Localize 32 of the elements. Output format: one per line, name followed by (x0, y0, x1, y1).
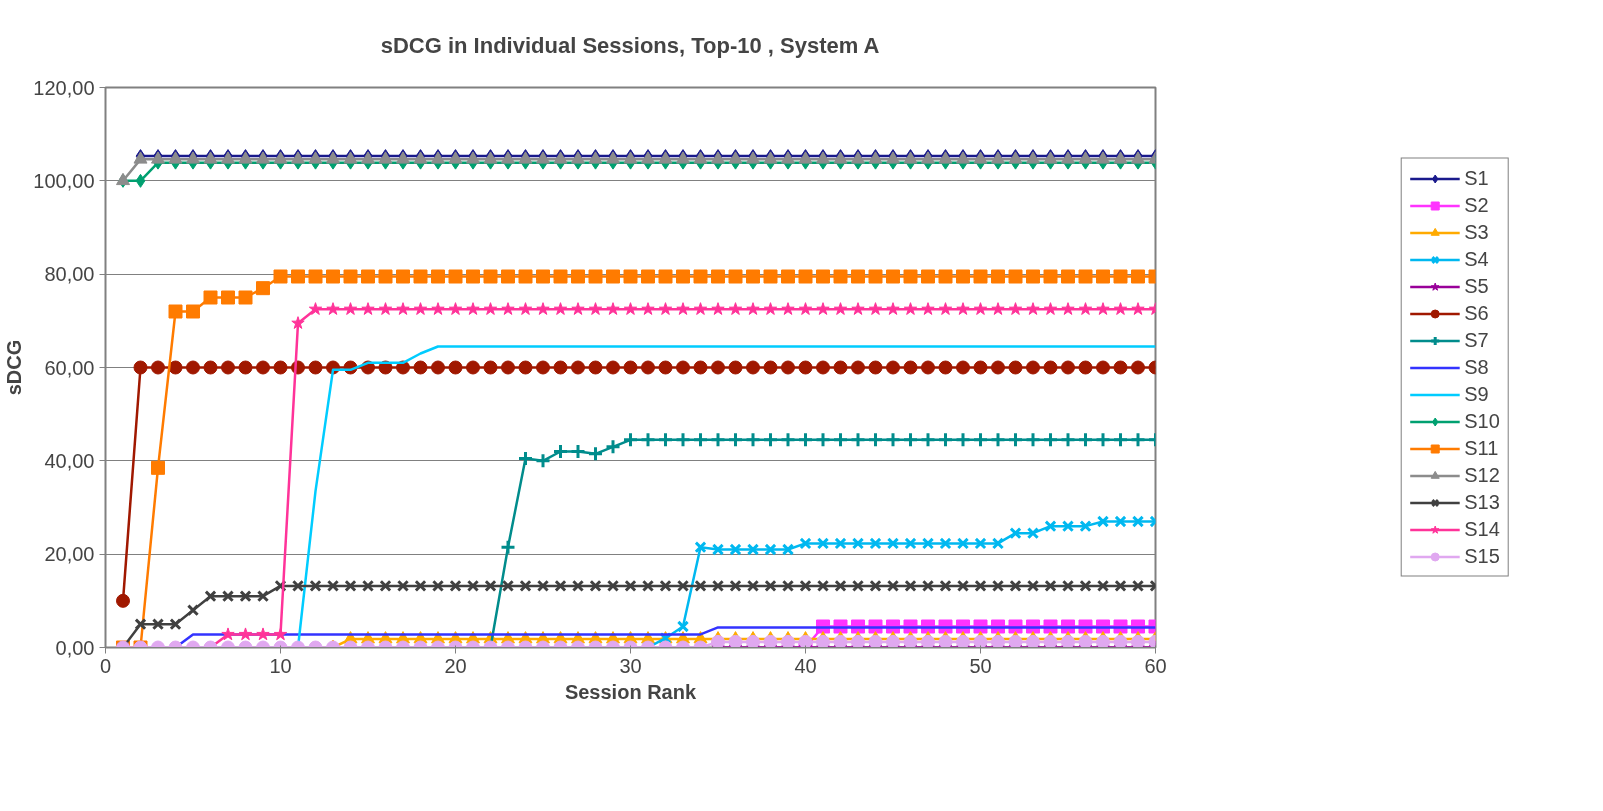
legend-label: S6 (1464, 301, 1489, 325)
chart-title: sDCG in Individual Sessions, Top-10 , System A (380, 32, 880, 58)
legend-label: S2 (1464, 193, 1489, 217)
legend-label: S5 (1464, 274, 1489, 298)
legend-label: S10 (1464, 409, 1500, 433)
x-tick-label: 50 (969, 654, 992, 677)
legend-label: S8 (1464, 355, 1489, 379)
legend-label: S3 (1464, 220, 1489, 244)
y-tick-label: 20,00 (44, 543, 95, 566)
y-tick-label: 120,00 (33, 76, 95, 99)
y-tick-label: 0,00 (55, 636, 95, 659)
legend-label: S11 (1464, 436, 1499, 460)
x-axis-title: Session Rank (564, 680, 697, 703)
x-tick-label: 10 (269, 654, 292, 677)
x-tick-label: 20 (444, 654, 467, 677)
legend-label: S1 (1464, 166, 1489, 190)
legend-label: S15 (1464, 544, 1500, 568)
legend-label: S12 (1464, 463, 1500, 487)
legend-label: S4 (1464, 247, 1489, 271)
y-tick-label: 60,00 (44, 356, 95, 379)
y-tick-label: 80,00 (44, 263, 95, 286)
x-tick-label: 60 (1144, 654, 1167, 677)
legend-label: S14 (1464, 517, 1500, 541)
x-tick-label: 30 (619, 654, 642, 677)
y-tick-label: 100,00 (33, 169, 95, 192)
x-tick-label: 40 (794, 654, 817, 677)
legend-label: S9 (1464, 382, 1489, 406)
y-tick-label: 40,00 (44, 449, 95, 472)
y-axis-title: sDCG (3, 339, 26, 396)
legend-label: S13 (1464, 490, 1500, 514)
x-tick-label: 0 (99, 654, 112, 677)
legend-label: S7 (1464, 328, 1489, 352)
